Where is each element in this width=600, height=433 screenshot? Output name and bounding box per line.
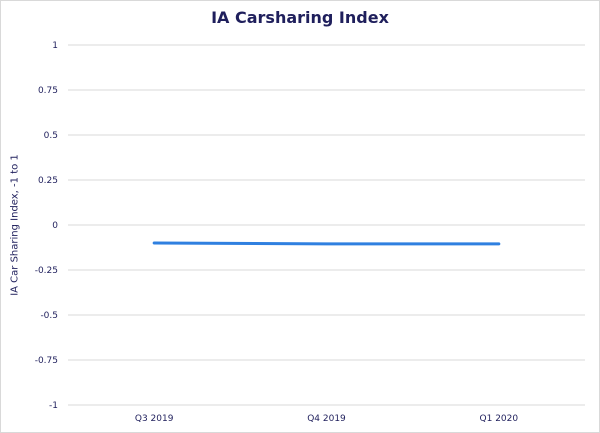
- series-line: [152, 241, 501, 246]
- y-tick-label: 0.5: [44, 131, 58, 141]
- chart-title: IA Carsharing Index: [211, 8, 389, 27]
- y-tick-label: -0.25: [35, 266, 58, 276]
- x-tick-label: Q1 2020: [480, 414, 519, 424]
- y-tick-label: 1: [52, 41, 58, 51]
- y-tick-label: 0.75: [38, 86, 58, 96]
- x-tick-label: Q4 2019: [307, 414, 346, 424]
- y-tick-label: 0: [52, 221, 58, 231]
- y-tick-label: -0.5: [40, 311, 58, 321]
- y-tick-label: 0.25: [38, 176, 58, 186]
- y-tick-label: -0.75: [35, 356, 58, 366]
- y-tick-label: -1: [49, 401, 58, 411]
- x-tick-label: Q3 2019: [135, 414, 174, 424]
